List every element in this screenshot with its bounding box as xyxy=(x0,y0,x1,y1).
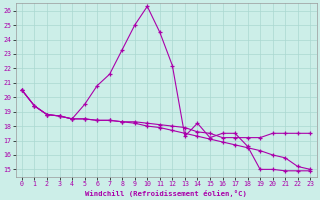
X-axis label: Windchill (Refroidissement éolien,°C): Windchill (Refroidissement éolien,°C) xyxy=(85,190,247,197)
